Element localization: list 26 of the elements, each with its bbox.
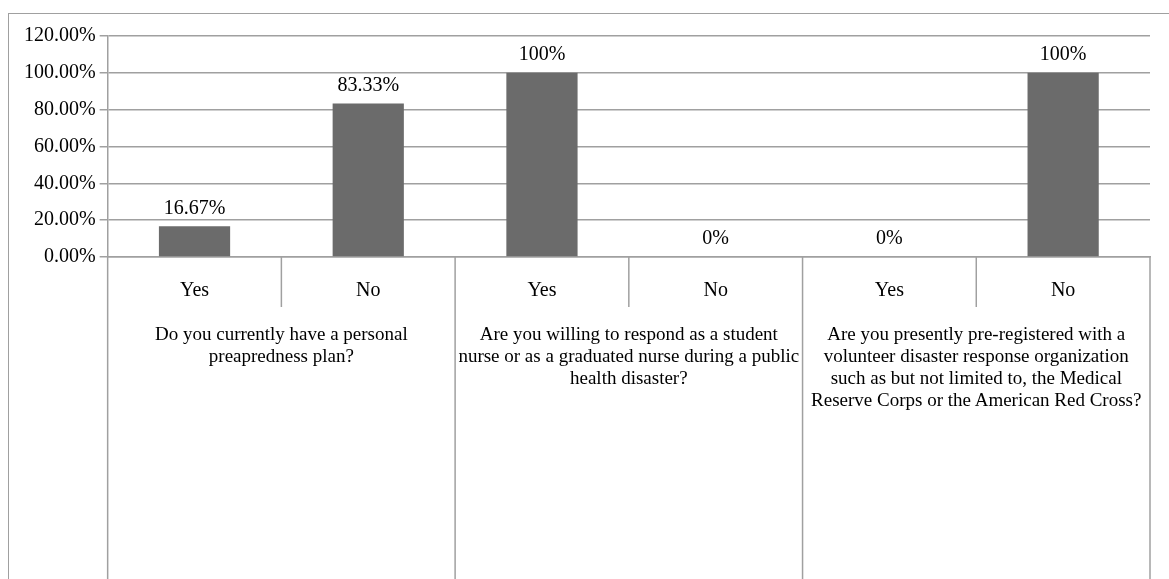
text: Do you currently have a personal preapredness plan? xyxy=(154,323,409,367)
bar xyxy=(158,226,231,257)
y-tick-label: 80.00% xyxy=(33,96,96,119)
data-label: 100% xyxy=(518,42,566,65)
x-tick-label: Yes xyxy=(527,278,557,301)
text: Are you willing to respond as a student nurse or as a graduated nurse during a public health disaster? xyxy=(457,323,801,389)
data-label: 0% xyxy=(876,226,903,249)
data-label: 83.33% xyxy=(337,72,400,95)
x-tick-label: No xyxy=(1050,278,1076,301)
y-tick-label: 100.00% xyxy=(23,60,96,83)
bar xyxy=(332,103,404,257)
y-tick-label: 20.00% xyxy=(33,207,96,230)
y-tick-label: 0.00% xyxy=(43,244,96,267)
x-tick-label: Yes xyxy=(874,278,905,301)
data-label: 16.67% xyxy=(163,195,226,218)
y-tick-label: 40.00% xyxy=(33,170,96,193)
text: Are you presently pre-registered with a volunteer disaster response organization such as but not limited to, the Medical Reserve Corps or the American Red Cross? xyxy=(810,323,1143,411)
data-label: 100% xyxy=(1039,42,1087,65)
x-tick-label: No xyxy=(703,278,728,301)
x-tick-label: No xyxy=(356,278,381,301)
bar xyxy=(1027,72,1099,257)
y-tick-label: 120.00% xyxy=(23,23,96,46)
data-label: 0% xyxy=(702,226,730,249)
bar xyxy=(506,72,578,257)
x-tick-label: Yes xyxy=(179,278,210,301)
y-tick-label: 60.00% xyxy=(33,133,96,156)
